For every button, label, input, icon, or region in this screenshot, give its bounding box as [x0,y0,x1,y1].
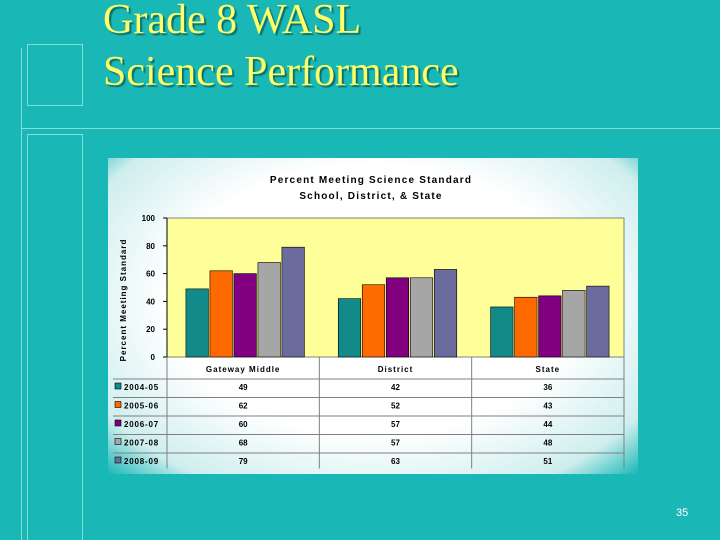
bar [433,269,458,358]
legend-label: 2007-08 [124,439,159,448]
table-value: 62 [239,402,248,411]
decorative-box [27,44,83,106]
y-tick-label: 0 [151,353,156,362]
y-tick-label: 40 [146,297,155,306]
bar [490,306,514,358]
bar [514,296,538,358]
y-tick-label: 100 [142,214,156,223]
x-tick-label: State [536,365,561,374]
table-value: 57 [391,420,400,429]
table-value: 60 [239,420,248,429]
bar [233,273,257,358]
page-number: 35 [676,507,689,519]
legend-swatch [114,456,122,464]
table-value: 51 [543,457,552,466]
y-tick-label: 20 [146,325,155,334]
decorative-horizontal-line [21,128,720,129]
x-tick-label: District [378,365,414,374]
bar [409,277,434,358]
chart-subtitle: School, District, & State [299,191,442,202]
legend-label: 2006-07 [124,420,159,429]
table-value: 44 [543,420,552,429]
decorative-box-lower [27,134,83,540]
legend-swatch [114,401,122,408]
bar [361,284,386,358]
bar [538,295,562,358]
slide-title-line2: Science Performance [103,49,459,95]
table-value: 42 [391,383,400,392]
chart-title: Percent Meeting Science Standard [270,175,472,186]
table-value: 52 [391,402,400,411]
slide-title-line1: Grade 8 WASL [103,0,362,43]
table-value: 49 [239,383,248,392]
x-tick-label: Gateway Middle [206,365,280,374]
legend-swatch [114,438,122,445]
bar [562,289,586,358]
bar [385,277,410,358]
legend-label: 2008-09 [124,457,159,466]
legend-swatch [114,382,122,390]
table-value: 68 [239,439,248,448]
table-value: 36 [543,383,552,392]
legend-label: 2004-05 [124,383,159,392]
legend-label: 2005-06 [124,402,159,411]
y-tick-label: 80 [146,242,155,251]
decorative-vertical-line [21,48,22,540]
bar [257,262,281,358]
bar [209,270,233,358]
table-value: 48 [543,439,552,448]
table-value: 63 [391,457,400,466]
bar [337,298,362,358]
bar [185,288,209,358]
slide-title: Grade 8 WASL Science Performance [103,0,459,98]
y-axis-label: Percent Meeting Standard [119,239,128,362]
legend-swatch [114,419,122,427]
table-value: 79 [239,457,248,466]
bar [586,285,610,358]
bar [281,246,305,358]
y-tick-label: 60 [146,270,155,279]
table-value: 43 [543,402,552,411]
table-value: 57 [391,439,400,448]
